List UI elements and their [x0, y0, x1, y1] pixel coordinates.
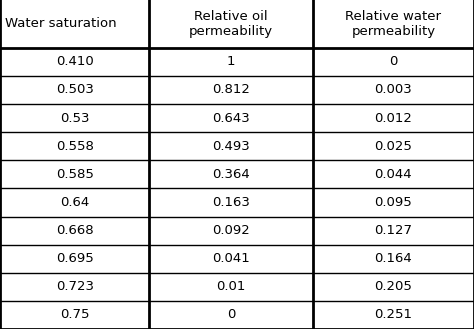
Text: 0.64: 0.64 [60, 196, 89, 209]
Text: 0.503: 0.503 [56, 84, 93, 96]
Text: 0: 0 [389, 55, 398, 68]
Text: Relative water
permeability: Relative water permeability [346, 10, 441, 38]
Text: 0.092: 0.092 [212, 224, 250, 237]
Text: 0.205: 0.205 [374, 280, 412, 293]
Text: 0.095: 0.095 [374, 196, 412, 209]
Text: 0.75: 0.75 [60, 309, 90, 321]
Text: 0.410: 0.410 [56, 55, 93, 68]
Text: Water saturation: Water saturation [5, 17, 116, 30]
Text: 0.044: 0.044 [374, 168, 412, 181]
Text: 0.585: 0.585 [56, 168, 93, 181]
Text: 1: 1 [227, 55, 235, 68]
Text: 0.01: 0.01 [217, 280, 246, 293]
Text: 0.041: 0.041 [212, 252, 250, 265]
Text: 0.025: 0.025 [374, 140, 412, 153]
Text: 0.695: 0.695 [56, 252, 93, 265]
Text: 0.164: 0.164 [374, 252, 412, 265]
Text: 0.493: 0.493 [212, 140, 250, 153]
Text: 0.251: 0.251 [374, 309, 412, 321]
Text: 0.53: 0.53 [60, 112, 90, 125]
Text: 0.003: 0.003 [374, 84, 412, 96]
Text: 0.723: 0.723 [55, 280, 94, 293]
Text: 0: 0 [227, 309, 235, 321]
Text: 0.643: 0.643 [212, 112, 250, 125]
Text: 0.364: 0.364 [212, 168, 250, 181]
Text: 0.163: 0.163 [212, 196, 250, 209]
Text: Relative oil
permeability: Relative oil permeability [189, 10, 273, 38]
Text: 0.558: 0.558 [56, 140, 93, 153]
Text: 0.812: 0.812 [212, 84, 250, 96]
Text: 0.012: 0.012 [374, 112, 412, 125]
Text: 0.668: 0.668 [56, 224, 93, 237]
Text: 0.127: 0.127 [374, 224, 412, 237]
